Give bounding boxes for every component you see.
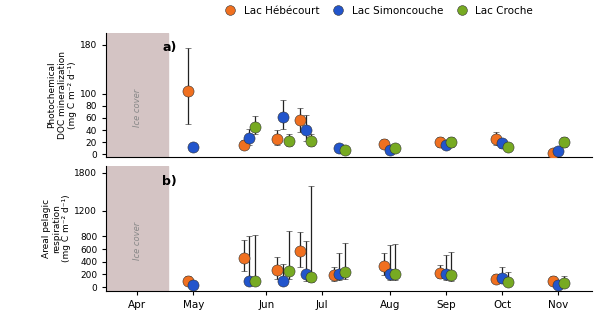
Text: b): b) xyxy=(162,175,177,188)
Text: Ice cover: Ice cover xyxy=(132,222,141,260)
Legend: Lac Hébécourt, Lac Simoncouche, Lac Croche: Lac Hébécourt, Lac Simoncouche, Lac Croc… xyxy=(215,2,537,20)
Bar xyxy=(106,166,168,291)
Y-axis label: Areal pelagic
respiration
(mg C m⁻² d⁻¹): Areal pelagic respiration (mg C m⁻² d⁻¹) xyxy=(42,195,72,263)
Text: Ice cover: Ice cover xyxy=(132,89,141,127)
Y-axis label: Photochemical
DOC mineralization
(mg C m⁻² d⁻¹): Photochemical DOC mineralization (mg C m… xyxy=(47,51,77,139)
Text: a): a) xyxy=(162,42,177,54)
Bar xyxy=(106,33,168,158)
